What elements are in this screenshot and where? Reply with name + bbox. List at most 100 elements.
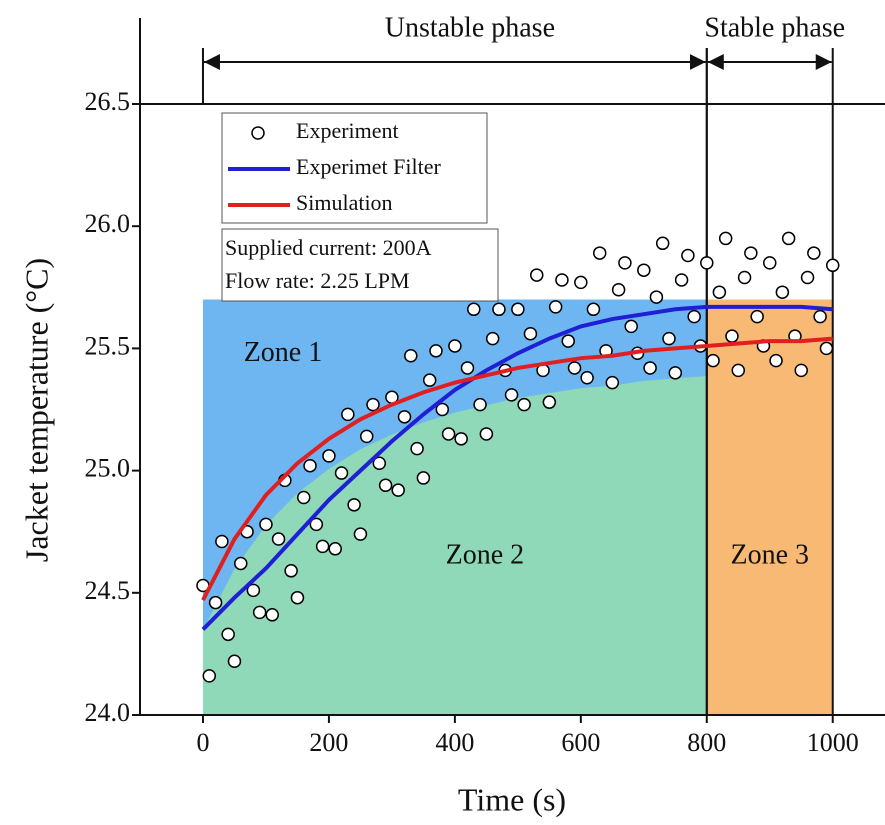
x-tick-label: 200: [309, 728, 348, 757]
data-point: [479, 427, 494, 441]
x-tick-label: 600: [561, 728, 600, 757]
data-point: [284, 564, 298, 578]
y-tick-label: 26.0: [85, 209, 131, 238]
data-point: [416, 471, 431, 485]
data-point: [637, 263, 651, 277]
data-point: [504, 388, 519, 402]
annotation: Flow rate: 2.25 LPM: [225, 268, 410, 293]
data-point: [781, 231, 796, 246]
data-point: [296, 490, 311, 505]
data-point: [744, 246, 758, 260]
data-point: [397, 410, 412, 424]
data-point: [819, 341, 834, 356]
data-point: [800, 270, 815, 285]
data-point: [454, 432, 468, 446]
data-point: [681, 248, 695, 263]
data-point: [410, 441, 424, 456]
data-point: [523, 326, 538, 341]
data-point: [271, 532, 286, 546]
data-point: [359, 429, 374, 444]
data-point: [674, 273, 689, 287]
data-point: [517, 397, 531, 412]
data-point: [775, 285, 790, 299]
data-point: [731, 363, 746, 378]
data-line: [201, 336, 833, 602]
data-point: [687, 309, 701, 324]
data-point: [435, 402, 450, 417]
legend-label: Simulation: [296, 190, 393, 215]
data-point: [315, 539, 330, 554]
zone-label: Zone 3: [730, 539, 809, 570]
data-point: [221, 627, 235, 642]
y-tick-label: 25.5: [85, 331, 131, 360]
y-tick-label: 25.0: [85, 454, 131, 483]
data-point: [611, 282, 626, 297]
data-point: [303, 458, 317, 473]
data-point: [592, 246, 607, 260]
data-point: [624, 319, 638, 334]
data-point: [813, 309, 827, 324]
data-point: [208, 595, 223, 610]
data-point: [618, 256, 632, 270]
data-point: [259, 517, 273, 532]
data-point: [807, 246, 821, 260]
legend-label: Experimet Filter: [296, 154, 441, 179]
data-point: [763, 256, 777, 270]
data-point: [234, 556, 248, 571]
data-point: [265, 608, 279, 622]
data-point: [718, 231, 733, 246]
data-point: [555, 273, 569, 287]
y-tick-label: 26.5: [85, 87, 131, 116]
x-tick-label: 400: [435, 728, 474, 757]
data-point: [643, 361, 657, 375]
y-tick-label: 24.0: [85, 698, 131, 727]
data-point: [706, 353, 720, 368]
data-line: [201, 304, 833, 631]
data-point: [586, 302, 601, 317]
data-point: [567, 361, 582, 375]
data-point: [334, 466, 349, 480]
data-point: [649, 290, 664, 304]
data-point: [605, 375, 620, 390]
data-point: [252, 605, 267, 620]
data-point: [422, 373, 437, 387]
data-point: [441, 427, 456, 441]
data-point: [794, 363, 808, 378]
data-point: [246, 583, 261, 598]
data-point: [328, 542, 342, 556]
data-point: [429, 344, 443, 358]
legend-marker: [251, 126, 265, 140]
y-axis-label: Jacket temperature (°C): [18, 258, 54, 562]
data-point: [378, 478, 393, 493]
annotation: Supplied current: 200A: [225, 235, 432, 260]
data-point: [485, 331, 500, 346]
data-point: [473, 397, 487, 412]
data-point: [542, 395, 557, 409]
data-point: [725, 329, 739, 343]
data-point: [561, 334, 575, 348]
x-tick-label: 800: [687, 728, 726, 757]
legend-label: Experiment: [296, 118, 399, 143]
data-point: [580, 370, 594, 385]
x-axis-label: Time (s): [458, 781, 566, 817]
data-point: [353, 527, 368, 541]
data-point: [574, 275, 588, 290]
data-point: [341, 407, 355, 422]
data-point: [750, 309, 764, 324]
data-point: [366, 397, 380, 412]
data-point: [769, 353, 783, 368]
data-point: [529, 268, 544, 282]
data-point: [448, 339, 462, 353]
data-point: [227, 654, 242, 668]
data-point: [700, 256, 714, 270]
data-point: [511, 302, 525, 317]
data-point: [215, 534, 229, 549]
data-point: [712, 285, 727, 299]
data-point: [290, 590, 305, 605]
y-tick-label: 24.5: [85, 576, 131, 605]
zone-label: Zone 1: [244, 337, 323, 368]
x-tick-label: 0: [196, 728, 209, 757]
phase-label: Stable phase: [704, 12, 845, 43]
legend: Experiment Experimet Filter Simulation: [221, 112, 488, 224]
